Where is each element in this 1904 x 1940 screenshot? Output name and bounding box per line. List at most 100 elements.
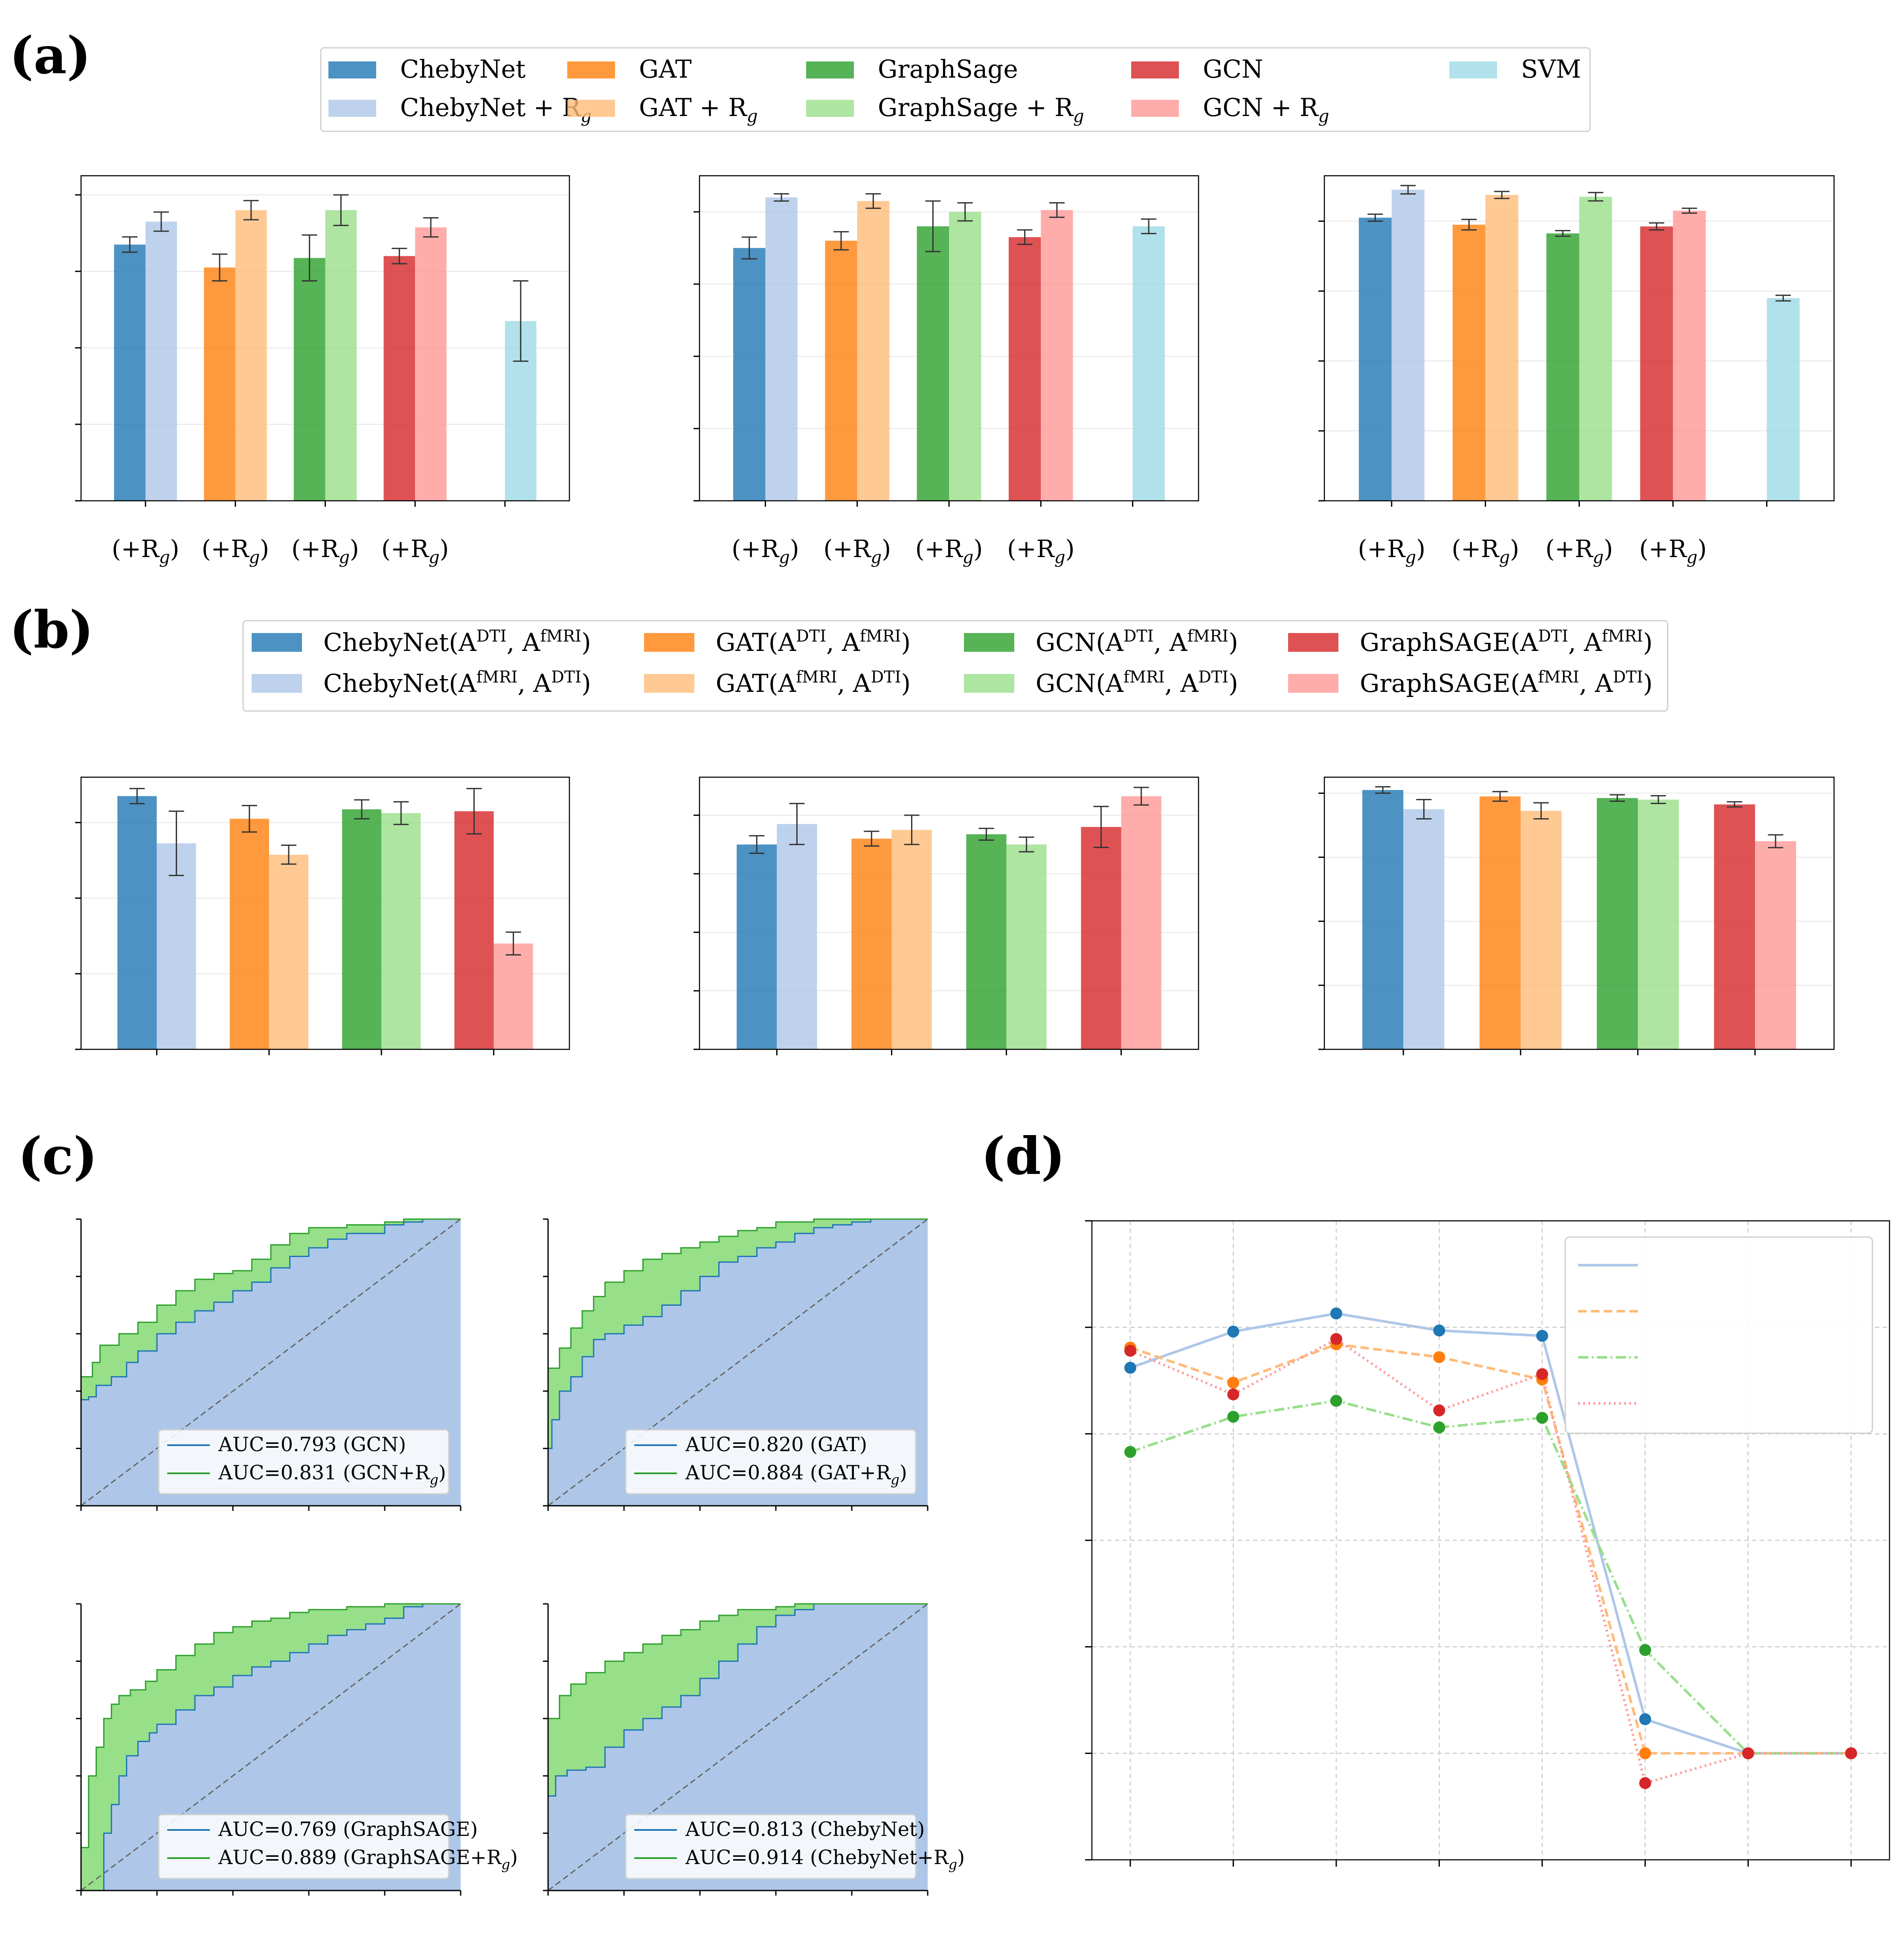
- bar: [493, 943, 533, 1049]
- bar: [269, 854, 308, 1049]
- diagonal-reference: [81, 1218, 461, 1507]
- bar-chart-b-auc: [1318, 776, 1835, 1055]
- bar: [1362, 790, 1404, 1049]
- legend-a-label: GAT + Rg: [639, 93, 758, 126]
- bar: [851, 839, 892, 1049]
- bar: [949, 212, 981, 501]
- bar: [1485, 195, 1518, 501]
- bar: [765, 197, 798, 501]
- bar: [342, 809, 382, 1049]
- roc-gcn: AUC=0.793 (GCN) AUC=0.831 (GCN+Rg): [76, 1218, 461, 1511]
- data-point-graphsage: [1845, 1747, 1857, 1760]
- roc-curve-base: [547, 1603, 928, 1891]
- roc-curve-improved: [80, 1218, 461, 1506]
- legend-a-label: SVM: [1521, 55, 1581, 84]
- diagonal-reference: [81, 1603, 461, 1891]
- legend-a-swatch: [806, 61, 854, 78]
- bar: [145, 221, 177, 501]
- roc-gat: AUC=0.820 (GAT) AUC=0.884 (GAT+Rg): [543, 1218, 929, 1511]
- legend-a-swatch: [328, 61, 376, 78]
- series-line-chebynet: [1130, 1312, 1851, 1755]
- legend-b-label: GCN(AfMRI, ADTI): [1036, 668, 1238, 698]
- roc-curve-base: [81, 1603, 461, 1891]
- legend-b-label: ChebyNet(ADTI, AfMRI): [323, 627, 591, 657]
- legend-a-label: GAT: [639, 55, 692, 84]
- data-point-graphsage: [1639, 1777, 1651, 1789]
- legend-b-label: ChebyNet(AfMRI, ADTI): [323, 668, 591, 698]
- bar: [114, 244, 146, 501]
- legend-b: ChebyNet(ADTI, AfMRI) ChebyNet(AfMRI, ADT…: [242, 620, 1669, 712]
- bar: [891, 830, 932, 1049]
- legend-b-swatch: [644, 674, 694, 693]
- bar: [1121, 796, 1161, 1049]
- roc-legend: [625, 1814, 917, 1879]
- panel-label-a: (a): [9, 26, 91, 86]
- data-point-graphsage: [1330, 1333, 1342, 1345]
- bar: [1132, 226, 1165, 501]
- bar: [229, 819, 269, 1049]
- data-point-gcn: [1433, 1421, 1445, 1434]
- roc-legend: [158, 1429, 450, 1495]
- data-point-graphsage: [1742, 1747, 1754, 1760]
- data-point-chebynet: [1536, 1330, 1548, 1342]
- line-legend: [1564, 1236, 1873, 1434]
- legend-b-label: GAT(ADTI, AfMRI): [716, 627, 911, 657]
- legend-a-swatch: [1131, 61, 1179, 78]
- bar: [966, 834, 1007, 1049]
- bar: [1479, 796, 1521, 1049]
- data-point-chebynet: [1639, 1713, 1651, 1725]
- bar: [415, 227, 447, 501]
- legend-a-label: GCN + Rg: [1203, 93, 1329, 126]
- x-tick-label-sub: (+Rg): [731, 535, 799, 567]
- data-point-graphsage: [1124, 1345, 1136, 1357]
- legend-a-swatch: [1131, 100, 1179, 117]
- x-tick-label-sub: (+Rg): [202, 535, 269, 567]
- bar: [777, 824, 817, 1049]
- data-point-chebynet: [1433, 1324, 1445, 1337]
- x-tick-label-sub: (+Rg): [1451, 535, 1519, 567]
- bar: [1755, 841, 1796, 1049]
- bar: [1358, 218, 1392, 501]
- plot-frame: [699, 776, 1199, 1050]
- legend-b-swatch: [644, 633, 694, 652]
- x-tick-label-sub: (+Rg): [291, 535, 359, 567]
- roc-curve-improved: [547, 1603, 928, 1891]
- data-point-graphsage: [1227, 1388, 1239, 1400]
- bar: [204, 267, 235, 501]
- bar: [1041, 210, 1073, 501]
- data-point-gat: [1433, 1351, 1445, 1363]
- legend-a-label: ChebyNet + Rg: [400, 93, 592, 126]
- roc-curve-base: [80, 1218, 461, 1506]
- legend-a-label: GraphSage + Rg: [878, 93, 1084, 126]
- bar: [157, 843, 196, 1049]
- bar: [733, 248, 766, 501]
- bar-chart-a-tnr: (+Rg) (+Rg) (+Rg) (+Rg): [75, 175, 570, 567]
- bar: [737, 844, 777, 1049]
- data-point-graphsage: [1536, 1368, 1548, 1380]
- bar: [1008, 237, 1041, 501]
- roc-legend-label: AUC=0.889 (GraphSAGE+Rg): [218, 1846, 518, 1873]
- bar: [1579, 197, 1612, 501]
- bar: [1596, 798, 1638, 1049]
- legend-a-swatch: [806, 100, 854, 117]
- roc-legend: [625, 1429, 917, 1495]
- roc-legend-label: AUC=0.813 (ChebyNet): [685, 1818, 925, 1841]
- roc-curve-improved: [80, 1603, 461, 1891]
- bar: [381, 813, 421, 1049]
- legend-a-swatch: [567, 100, 615, 117]
- series-line-gat: [1130, 1343, 1851, 1755]
- data-point-gcn: [1124, 1446, 1136, 1458]
- data-point-graphsage: [1433, 1404, 1445, 1417]
- panel-label-d: (d): [981, 1126, 1065, 1186]
- legend-a-label: ChebyNet: [400, 55, 525, 84]
- bar: [1673, 210, 1706, 501]
- x-tick-label-sub: (+Rg): [824, 535, 891, 567]
- plot-frame: [80, 776, 570, 1050]
- data-point-gcn: [1639, 1644, 1651, 1656]
- legend-b-swatch: [252, 674, 302, 693]
- data-point-chebynet: [1227, 1325, 1239, 1338]
- bar: [1081, 827, 1121, 1049]
- bar: [117, 796, 157, 1049]
- data-point-gat: [1227, 1377, 1239, 1389]
